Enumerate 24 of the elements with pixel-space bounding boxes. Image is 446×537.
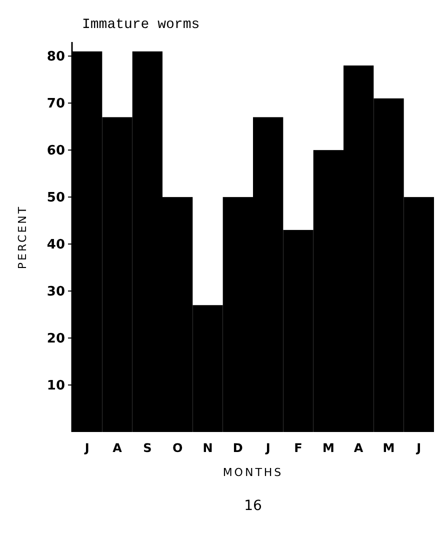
text: 16 (244, 498, 262, 514)
y-tick-label: 10 (46, 378, 65, 394)
x-tick-label: O (172, 441, 183, 455)
x-tick-label: J (264, 441, 270, 455)
x-tick-label: J (84, 441, 90, 455)
y-tick-label: 60 (46, 144, 65, 159)
x-tick-label: S (143, 441, 152, 455)
y-tick-label: 30 (46, 284, 65, 300)
x-tick-label: N (202, 441, 213, 455)
y-tick-label: 20 (46, 332, 65, 347)
x-tick-label: F (294, 441, 302, 455)
y-axis-title: PERCENT (16, 204, 29, 270)
y-tick-label: 50 (46, 190, 65, 206)
x-axis-title: MONTHS (222, 466, 284, 479)
x-tick-label: M (322, 441, 334, 455)
x-tick-label: J (416, 441, 422, 455)
x-tick-label: M (382, 441, 395, 455)
y-tick-label: 70 (46, 96, 65, 112)
x-tick-label: A (354, 441, 364, 455)
y-tick-label: 40 (46, 238, 65, 253)
x-tick-label: A (112, 441, 123, 455)
chart-title: Immature worms (82, 17, 200, 33)
x-tick-label: D (232, 441, 243, 455)
y-tick-label: 80 (46, 50, 65, 65)
